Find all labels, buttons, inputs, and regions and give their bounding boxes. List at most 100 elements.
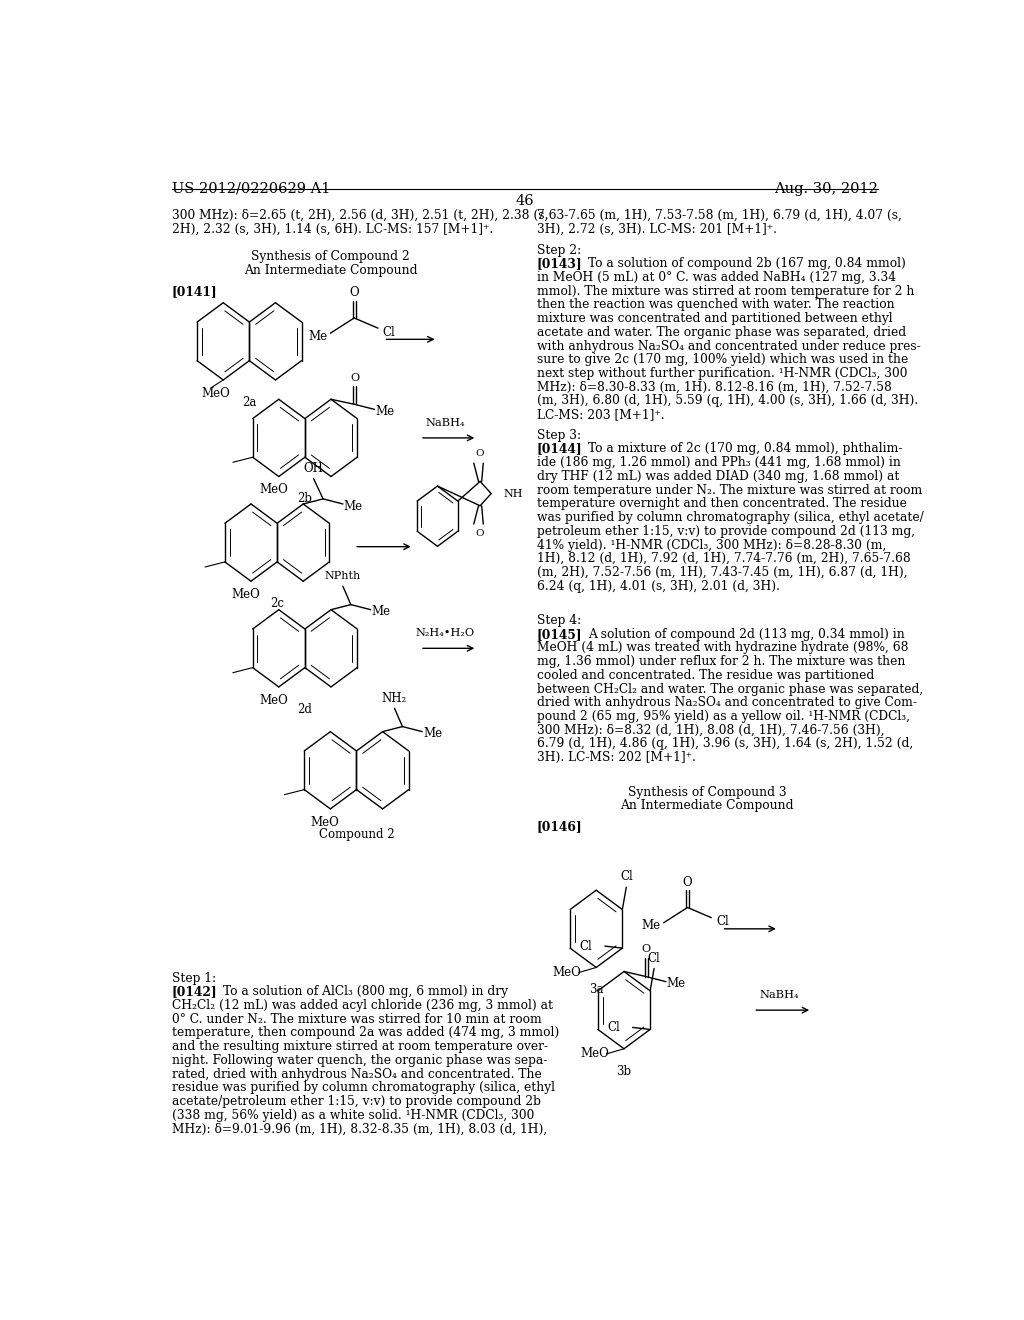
Text: and the resulting mixture stirred at room temperature over-: and the resulting mixture stirred at roo… (172, 1040, 548, 1053)
Text: MeO: MeO (581, 1047, 609, 1060)
Text: MeO: MeO (553, 966, 582, 979)
Text: 2d: 2d (297, 702, 312, 715)
Text: ide (186 mg, 1.26 mmol) and PPh₃ (441 mg, 1.68 mmol) in: ide (186 mg, 1.26 mmol) and PPh₃ (441 mg… (537, 457, 900, 469)
Text: NaBH₄: NaBH₄ (426, 417, 465, 428)
Text: Me: Me (641, 919, 660, 932)
Text: MHz): δ=8.30-8.33 (m, 1H). 8.12-8.16 (m, 1H), 7.52-7.58: MHz): δ=8.30-8.33 (m, 1H). 8.12-8.16 (m,… (537, 380, 892, 393)
Text: MeO: MeO (310, 816, 339, 829)
Text: [0146]: [0146] (537, 820, 583, 833)
Text: Me: Me (667, 977, 686, 990)
Text: 7.63-7.65 (m, 1H), 7.53-7.58 (m, 1H), 6.79 (d, 1H), 4.07 (s,: 7.63-7.65 (m, 1H), 7.53-7.58 (m, 1H), 6.… (537, 210, 901, 222)
Text: 2b: 2b (297, 492, 312, 506)
Text: O: O (476, 529, 484, 537)
Text: O: O (683, 875, 692, 888)
Text: To a mixture of 2c (170 mg, 0.84 mmol), phthalim-: To a mixture of 2c (170 mg, 0.84 mmol), … (588, 442, 903, 455)
Text: An Intermediate Compound: An Intermediate Compound (621, 799, 794, 812)
Text: Me: Me (344, 499, 362, 512)
Text: MeO: MeO (259, 693, 288, 706)
Text: To a solution of compound 2b (167 mg, 0.84 mmol): To a solution of compound 2b (167 mg, 0.… (588, 257, 906, 271)
Text: NaBH₄: NaBH₄ (759, 990, 799, 999)
Text: temperature overnight and then concentrated. The residue: temperature overnight and then concentra… (537, 498, 906, 511)
Text: CH₂Cl₂ (12 mL) was added acyl chloride (236 mg, 3 mmol) at: CH₂Cl₂ (12 mL) was added acyl chloride (… (172, 999, 553, 1012)
Text: Me: Me (372, 605, 390, 618)
Text: Step 2:: Step 2: (537, 243, 581, 256)
Text: 3b: 3b (616, 1065, 632, 1077)
Text: Cl: Cl (620, 870, 633, 883)
Text: Cl: Cl (383, 326, 395, 339)
Text: in MeOH (5 mL) at 0° C. was added NaBH₄ (127 mg, 3.34: in MeOH (5 mL) at 0° C. was added NaBH₄ … (537, 271, 896, 284)
Text: O: O (350, 374, 359, 383)
Text: 2c: 2c (270, 597, 284, 610)
Text: A solution of compound 2d (113 mg, 0.34 mmol) in: A solution of compound 2d (113 mg, 0.34 … (588, 628, 905, 640)
Text: room temperature under N₂. The mixture was stirred at room: room temperature under N₂. The mixture w… (537, 483, 922, 496)
Text: mixture was concentrated and partitioned between ethyl: mixture was concentrated and partitioned… (537, 312, 892, 325)
Text: 46: 46 (515, 194, 535, 209)
Text: [0144]: [0144] (537, 442, 583, 455)
Text: Compound 2: Compound 2 (318, 828, 394, 841)
Text: 3H), 2.72 (s, 3H). LC-MS: 201 [M+1]⁺.: 3H), 2.72 (s, 3H). LC-MS: 201 [M+1]⁺. (537, 223, 776, 236)
Text: mmol). The mixture was stirred at room temperature for 2 h: mmol). The mixture was stirred at room t… (537, 285, 914, 298)
Text: 3H). LC-MS: 202 [M+1]⁺.: 3H). LC-MS: 202 [M+1]⁺. (537, 751, 695, 764)
Text: cooled and concentrated. The residue was partitioned: cooled and concentrated. The residue was… (537, 669, 873, 682)
Text: LC-MS: 203 [M+1]⁺.: LC-MS: 203 [M+1]⁺. (537, 408, 665, 421)
Text: Step 3:: Step 3: (537, 429, 581, 442)
Text: mg, 1.36 mmol) under reflux for 2 h. The mixture was then: mg, 1.36 mmol) under reflux for 2 h. The… (537, 655, 905, 668)
Text: 300 MHz): δ=2.65 (t, 2H), 2.56 (d, 3H), 2.51 (t, 2H), 2.38 (s,: 300 MHz): δ=2.65 (t, 2H), 2.56 (d, 3H), … (172, 210, 548, 222)
Text: (338 mg, 56% yield) as a white solid. ¹H-NMR (CDCl₃, 300: (338 mg, 56% yield) as a white solid. ¹H… (172, 1109, 535, 1122)
Text: NH: NH (503, 488, 522, 499)
Text: 2a: 2a (242, 396, 257, 409)
Text: petroleum ether 1:15, v:v) to provide compound 2d (113 mg,: petroleum ether 1:15, v:v) to provide co… (537, 525, 914, 537)
Text: To a solution of AlCl₃ (800 mg, 6 mmol) in dry: To a solution of AlCl₃ (800 mg, 6 mmol) … (223, 985, 508, 998)
Text: Cl: Cl (648, 952, 660, 965)
Text: NPhth: NPhth (325, 572, 361, 581)
Text: temperature, then compound 2a was added (474 mg, 3 mmol): temperature, then compound 2a was added … (172, 1027, 559, 1039)
Text: Cl: Cl (716, 915, 729, 928)
Text: Cl: Cl (607, 1020, 620, 1034)
Text: Me: Me (308, 330, 328, 343)
Text: with anhydrous Na₂SO₄ and concentrated under reduce pres-: with anhydrous Na₂SO₄ and concentrated u… (537, 339, 921, 352)
Text: Step 1:: Step 1: (172, 972, 216, 985)
Text: [0145]: [0145] (537, 628, 583, 640)
Text: residue was purified by column chromatography (silica, ethyl: residue was purified by column chromatog… (172, 1081, 555, 1094)
Text: 300 MHz): δ=8.32 (d, 1H), 8.08 (d, 1H), 7.46-7.56 (3H),: 300 MHz): δ=8.32 (d, 1H), 8.08 (d, 1H), … (537, 723, 885, 737)
Text: Synthesis of Compound 3: Synthesis of Compound 3 (628, 785, 786, 799)
Text: 6.24 (q, 1H), 4.01 (s, 3H), 2.01 (d, 3H).: 6.24 (q, 1H), 4.01 (s, 3H), 2.01 (d, 3H)… (537, 579, 779, 593)
Text: rated, dried with anhydrous Na₂SO₄ and concentrated. The: rated, dried with anhydrous Na₂SO₄ and c… (172, 1068, 542, 1081)
Text: Aug. 30, 2012: Aug. 30, 2012 (774, 182, 878, 195)
Text: OH: OH (304, 462, 324, 475)
Text: Me: Me (376, 405, 394, 418)
Text: O: O (349, 286, 359, 300)
Text: then the reaction was quenched with water. The reaction: then the reaction was quenched with wate… (537, 298, 894, 312)
Text: pound 2 (65 mg, 95% yield) as a yellow oil. ¹H-NMR (CDCl₃,: pound 2 (65 mg, 95% yield) as a yellow o… (537, 710, 909, 723)
Text: MHz): δ=9.01-9.96 (m, 1H), 8.32-8.35 (m, 1H), 8.03 (d, 1H),: MHz): δ=9.01-9.96 (m, 1H), 8.32-8.35 (m,… (172, 1122, 547, 1135)
Text: N₂H₄•H₂O: N₂H₄•H₂O (416, 628, 475, 638)
Text: [0142]: [0142] (172, 985, 217, 998)
Text: Cl: Cl (580, 940, 592, 953)
Text: O: O (642, 944, 651, 954)
Text: MeOH (4 mL) was treated with hydrazine hydrate (98%, 68: MeOH (4 mL) was treated with hydrazine h… (537, 642, 908, 655)
Text: 41% yield). ¹H-NMR (CDCl₃, 300 MHz): δ=8.28-8.30 (m,: 41% yield). ¹H-NMR (CDCl₃, 300 MHz): δ=8… (537, 539, 886, 552)
Text: MeO: MeO (201, 387, 229, 400)
Text: 3a: 3a (589, 983, 603, 997)
Text: Step 4:: Step 4: (537, 614, 581, 627)
Text: (m, 2H), 7.52-7.56 (m, 1H), 7.43-7.45 (m, 1H), 6.87 (d, 1H),: (m, 2H), 7.52-7.56 (m, 1H), 7.43-7.45 (m… (537, 566, 907, 579)
Text: An Intermediate Compound: An Intermediate Compound (244, 264, 417, 277)
Text: MeO: MeO (259, 483, 288, 496)
Text: between CH₂Cl₂ and water. The organic phase was separated,: between CH₂Cl₂ and water. The organic ph… (537, 682, 923, 696)
Text: acetate/petroleum ether 1:15, v:v) to provide compound 2b: acetate/petroleum ether 1:15, v:v) to pr… (172, 1096, 541, 1107)
Text: acetate and water. The organic phase was separated, dried: acetate and water. The organic phase was… (537, 326, 906, 339)
Text: Synthesis of Compound 2: Synthesis of Compound 2 (251, 251, 410, 264)
Text: (m, 3H), 6.80 (d, 1H), 5.59 (q, 1H), 4.00 (s, 3H), 1.66 (d, 3H).: (m, 3H), 6.80 (d, 1H), 5.59 (q, 1H), 4.0… (537, 395, 918, 408)
Text: sure to give 2c (170 mg, 100% yield) which was used in the: sure to give 2c (170 mg, 100% yield) whi… (537, 354, 908, 366)
Text: MeO: MeO (231, 587, 260, 601)
Text: 1H), 8.12 (d, 1H), 7.92 (d, 1H), 7.74-7.76 (m, 2H), 7.65-7.68: 1H), 8.12 (d, 1H), 7.92 (d, 1H), 7.74-7.… (537, 552, 910, 565)
Text: O: O (476, 449, 484, 458)
Text: night. Following water quench, the organic phase was sepa-: night. Following water quench, the organ… (172, 1053, 547, 1067)
Text: next step without further purification. ¹H-NMR (CDCl₃, 300: next step without further purification. … (537, 367, 907, 380)
Text: [0143]: [0143] (537, 257, 583, 271)
Text: [0141]: [0141] (172, 285, 217, 298)
Text: was purified by column chromatography (silica, ethyl acetate/: was purified by column chromatography (s… (537, 511, 924, 524)
Text: dry THF (12 mL) was added DIAD (340 mg, 1.68 mmol) at: dry THF (12 mL) was added DIAD (340 mg, … (537, 470, 899, 483)
Text: Me: Me (423, 727, 442, 741)
Text: 0° C. under N₂. The mixture was stirred for 10 min at room: 0° C. under N₂. The mixture was stirred … (172, 1012, 542, 1026)
